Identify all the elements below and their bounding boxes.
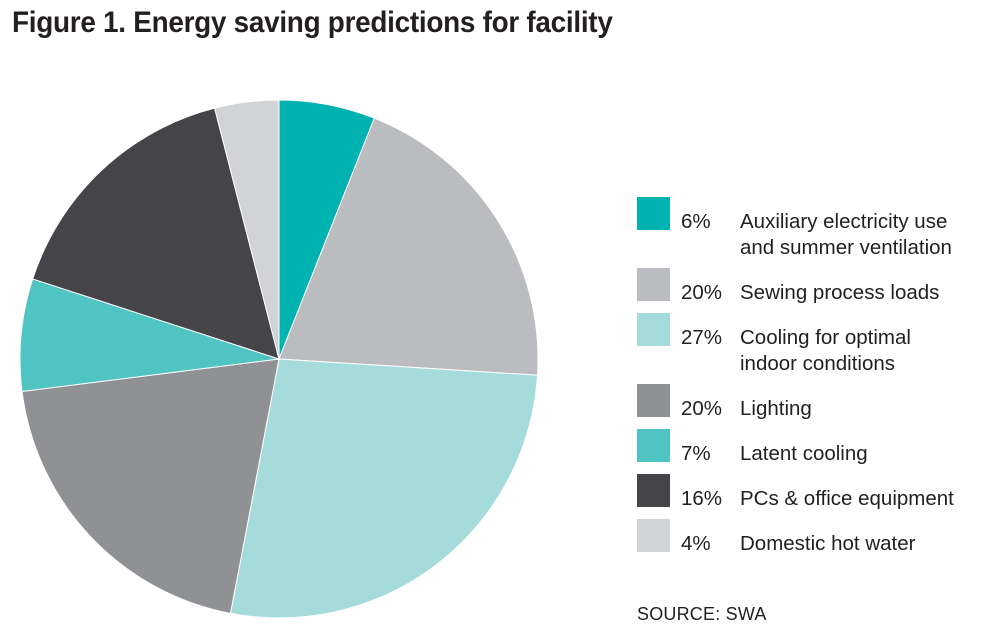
legend-label-line: and summer ventilation [740,236,952,259]
legend-item: 27% Cooling for optimal indoor conditions [637,313,992,375]
legend-percent: 20% [681,281,723,304]
legend-label-line: indoor conditions [740,352,895,375]
legend-label: PCs & office equipment [740,486,954,512]
legend-percent: 4% [681,532,711,555]
legend-percent: 6% [681,210,711,233]
legend-label-line: PCs & office equipment [740,487,954,510]
legend-item: 7% Latent cooling [637,429,992,465]
legend-item: 4% Domestic hot water [637,519,992,555]
legend-item: 20% Sewing process loads [637,268,992,304]
legend-percent: 16% [681,487,723,510]
pie-slice-sewing-process-loads [278,117,539,376]
legend-label-line: Latent cooling [740,442,868,465]
legend-label: Cooling for optimal indoor conditions [740,325,911,377]
legend-label-line: Domestic hot water [740,532,916,555]
legend-item: 16% PCs & office equipment [637,474,992,510]
pie-slice-pcs-office-equipment [32,107,280,360]
legend-label: Latent cooling [740,441,868,467]
source-note: SOURCE: SWA [637,604,767,624]
pie-slices [19,99,539,619]
pie-slice-lighting [21,358,280,614]
pie-slice-domestic-hot-water [213,99,280,360]
legend-label-line: Sewing process loads [740,281,940,304]
pie-slice-latent-cooling [19,278,280,393]
legend-percent: 20% [681,397,723,420]
chart-title: Figure 1. Energy saving predictions for … [12,6,613,39]
legend-swatch [637,429,670,462]
pie-chart [19,99,539,619]
legend-label-line: Cooling for optimal [740,326,911,349]
legend-label-line: Auxiliary electricity use [740,210,948,233]
legend-swatch [637,519,670,552]
legend-percent: 7% [681,442,711,465]
pie-slice-cooling-for-optimal-indoor-conditions [229,358,539,619]
legend-label: Sewing process loads [740,280,939,306]
legend-item: 20% Lighting [637,384,992,420]
legend-label: Auxiliary electricity use and summer vent… [740,209,952,261]
legend-label: Lighting [740,396,812,422]
legend-percent: 27% [681,326,723,349]
legend-label-line: Lighting [740,397,812,420]
legend-swatch [637,474,670,507]
legend-swatch [637,268,670,301]
legend-swatch [637,313,670,346]
legend-label: Domestic hot water [740,531,915,557]
legend-swatch [637,197,670,230]
legend-swatch [637,384,670,417]
legend-item: 6% Auxiliary electricity use and summer ve… [637,197,992,259]
